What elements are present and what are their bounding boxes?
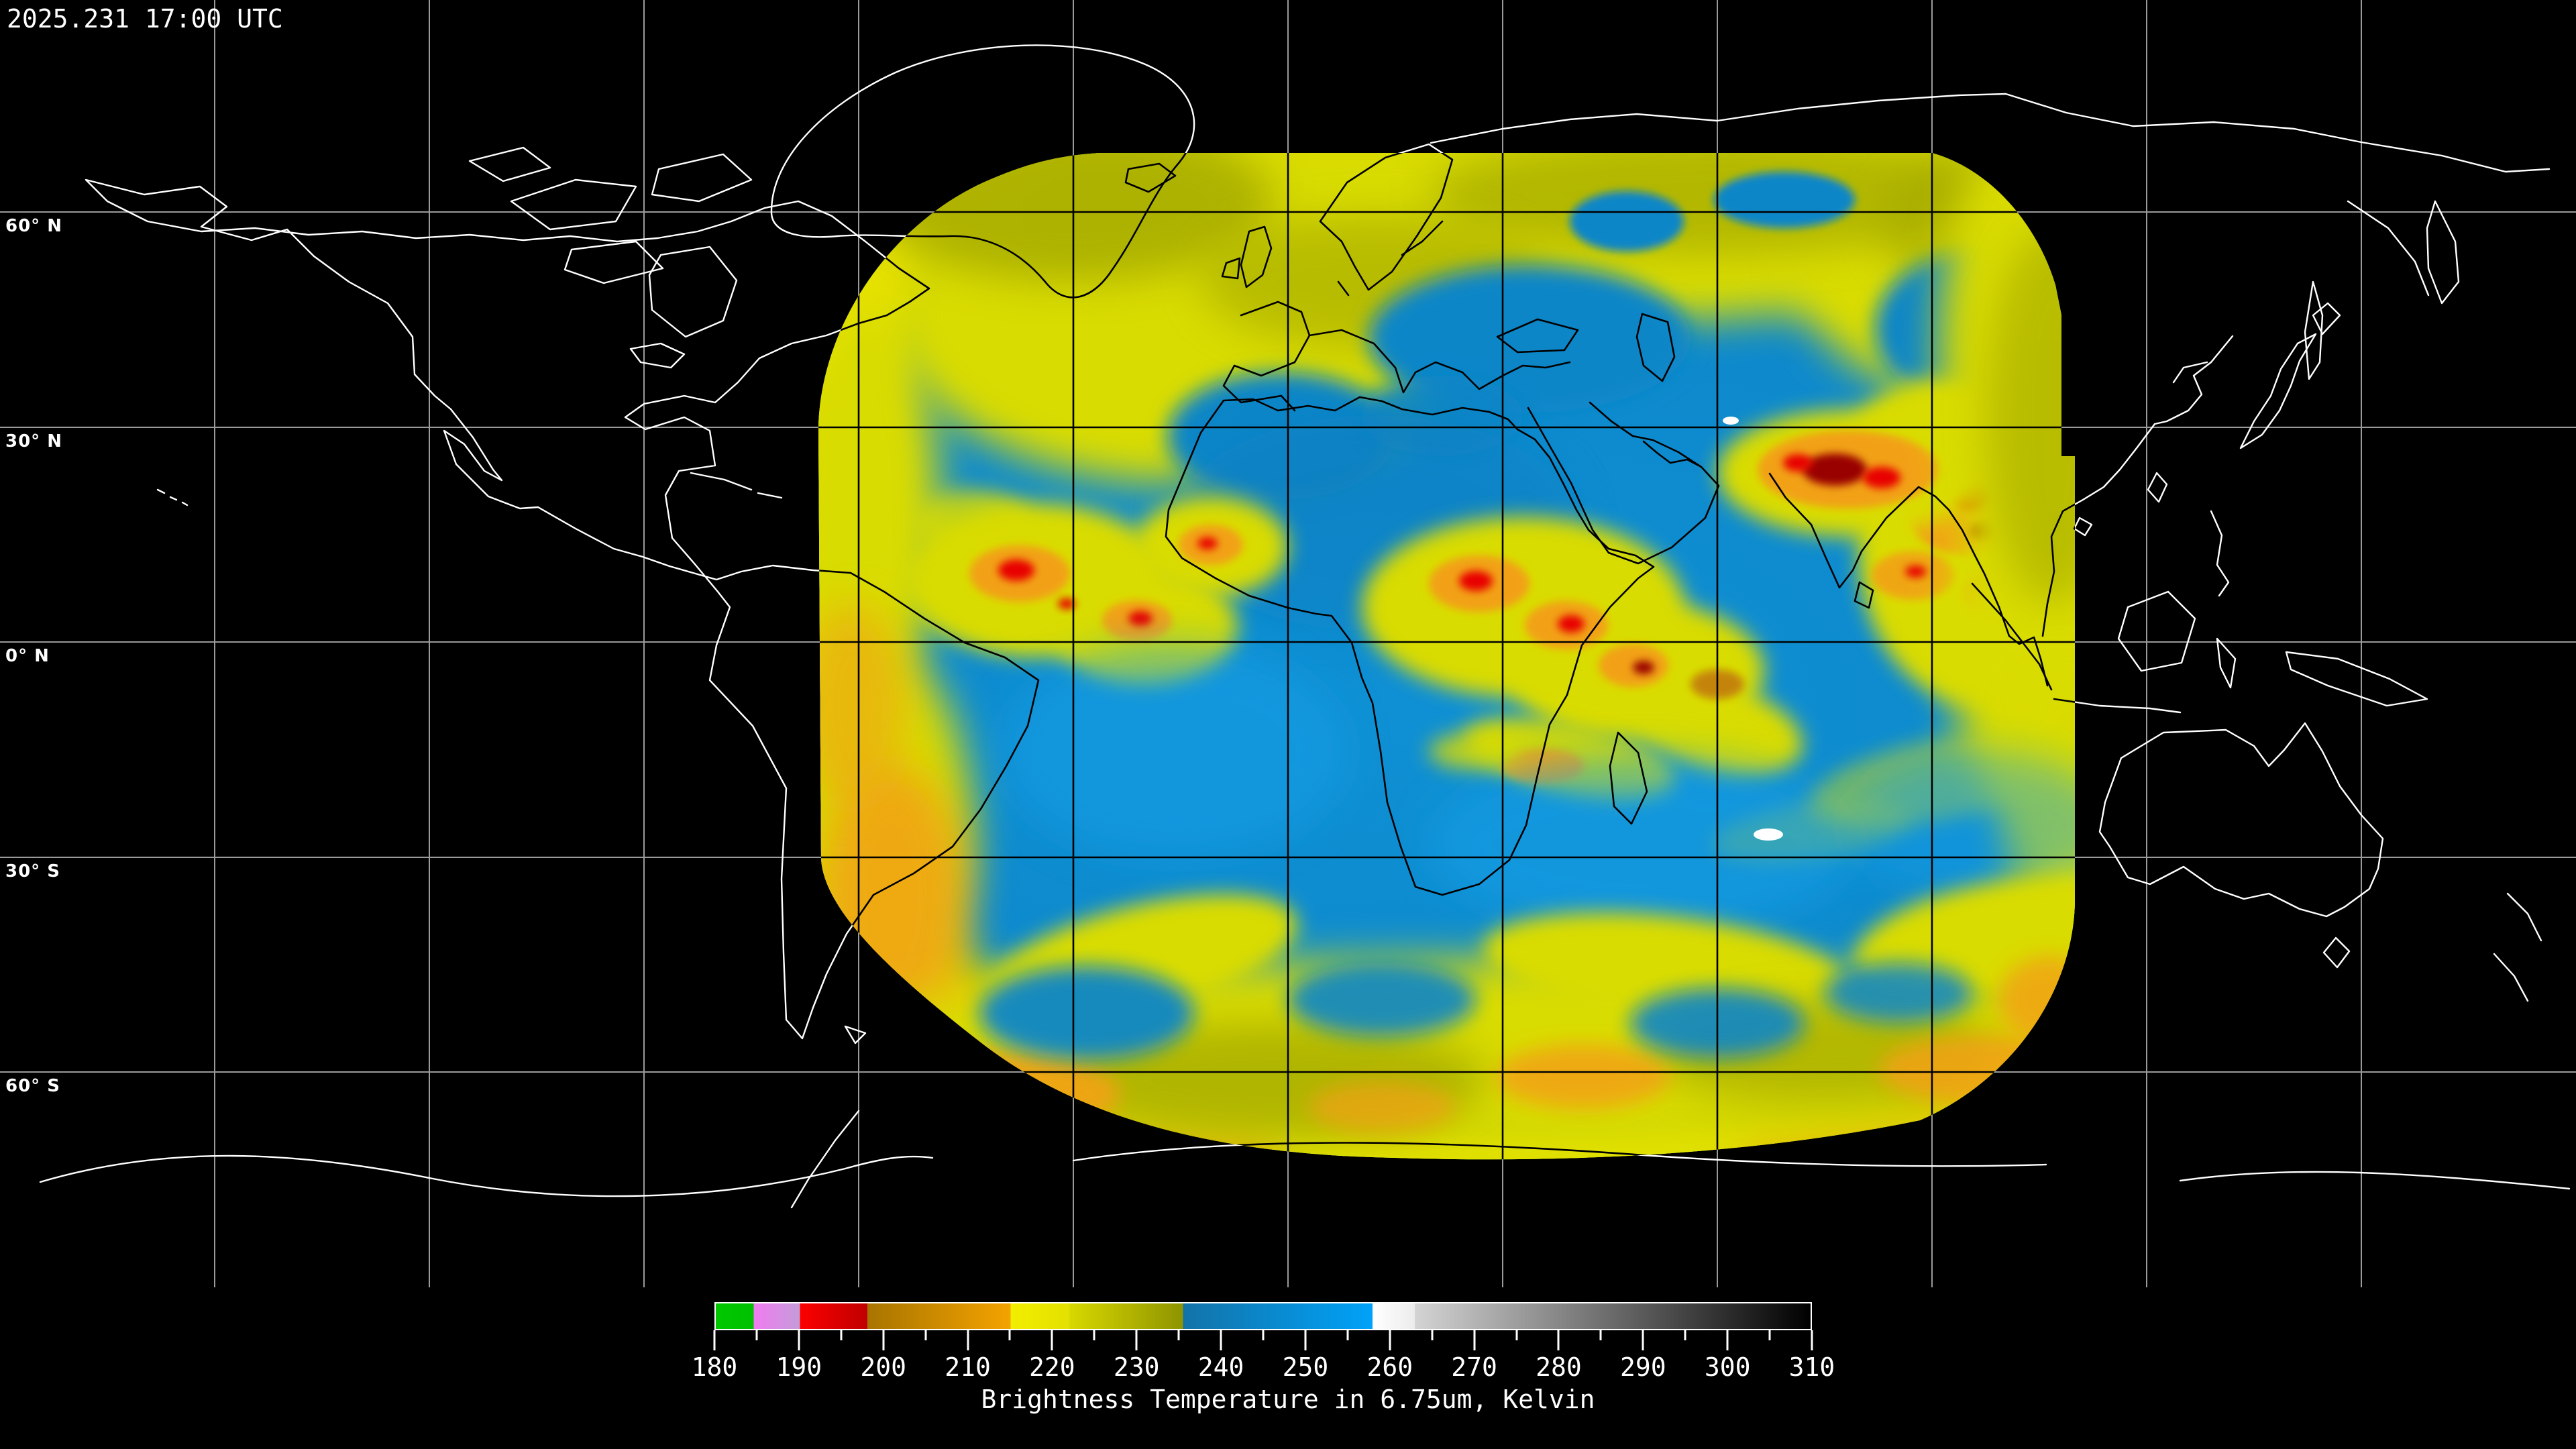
colorbar-major-tick	[882, 1330, 885, 1350]
colorbar-minor-tick	[755, 1330, 758, 1340]
latitude-label-30s: 30° S	[5, 861, 60, 881]
colorbar-ticks	[713, 1330, 1813, 1353]
colorbar-minor-tick	[1515, 1330, 1518, 1340]
colorbar-tick-label: 230	[1113, 1352, 1160, 1382]
colorbar-tick-label: 310	[1788, 1352, 1835, 1382]
colorbar-minor-tick	[1093, 1330, 1095, 1340]
colorbar-major-tick	[1811, 1330, 1813, 1350]
colorbar-major-tick	[1473, 1330, 1476, 1350]
colorbar-major-tick	[1135, 1330, 1138, 1350]
colorbar-minor-tick	[924, 1330, 927, 1340]
timestamp: 2025.231 17:00 UTC	[7, 4, 283, 34]
colorbar-minor-tick	[840, 1330, 843, 1340]
colorbar-minor-tick	[1599, 1330, 1602, 1340]
colorbar-minor-tick	[1177, 1330, 1180, 1340]
colorbar-tick-label: 270	[1451, 1352, 1497, 1382]
warm-cloud-speck	[1723, 417, 1739, 425]
latitude-label-60n: 60° N	[5, 216, 62, 236]
colorbar-title: Brightness Temperature in 6.75um, Kelvin	[981, 1385, 1595, 1414]
colorbar-major-tick	[713, 1330, 716, 1350]
colorbar-major-tick	[1557, 1330, 1560, 1350]
colorbar-labels: 180 190 200 210 220 230 240 250 260 270 280 290 300 3…	[692, 1352, 1835, 1382]
latitude-label-60s: 60° S	[5, 1076, 60, 1096]
graticule-inner	[818, 153, 2075, 1160]
colorbar-tick-label: 300	[1704, 1352, 1751, 1382]
data-swath	[818, 153, 2075, 1160]
colorbar-tick-label: 220	[1029, 1352, 1075, 1382]
colorbar-major-tick	[1642, 1330, 1644, 1350]
colorbar-tick-label: 180	[691, 1352, 738, 1382]
colorbar-minor-tick	[1008, 1330, 1011, 1340]
colorbar-tick-label: 190	[775, 1352, 822, 1382]
colorbar-minor-tick	[1684, 1330, 1686, 1340]
colorbar-tick-label: 290	[1619, 1352, 1666, 1382]
colorbar-tick-label: 260	[1366, 1352, 1413, 1382]
colorbar-minor-tick	[1431, 1330, 1434, 1340]
colorbar-major-tick	[967, 1330, 969, 1350]
latitude-label-0n: 0° N	[5, 646, 50, 666]
colorbar-major-tick	[1051, 1330, 1053, 1350]
latitude-label-30n: 30° N	[5, 431, 62, 451]
colorbar-minor-tick	[1262, 1330, 1265, 1340]
colorbar-tick-label: 200	[860, 1352, 907, 1382]
colorbar	[714, 1302, 1812, 1330]
colorbar-major-tick	[1220, 1330, 1222, 1350]
warm-cloud-speck	[1754, 828, 1783, 841]
colorbar-minor-tick	[1346, 1330, 1349, 1340]
map-canvas	[0, 0, 2576, 1288]
colorbar-major-tick	[798, 1330, 800, 1350]
colorbar-minor-tick	[1768, 1330, 1771, 1340]
colorbar-tick-label: 250	[1282, 1352, 1329, 1382]
colorbar-gradient	[716, 1303, 1811, 1329]
colorbar-major-tick	[1726, 1330, 1729, 1350]
colorbar-major-tick	[1389, 1330, 1391, 1350]
colorbar-tick-label: 280	[1536, 1352, 1582, 1382]
colorbar-tick-label: 210	[945, 1352, 991, 1382]
colorbar-tick-label: 240	[1197, 1352, 1244, 1382]
colorbar-major-tick	[1304, 1330, 1307, 1350]
